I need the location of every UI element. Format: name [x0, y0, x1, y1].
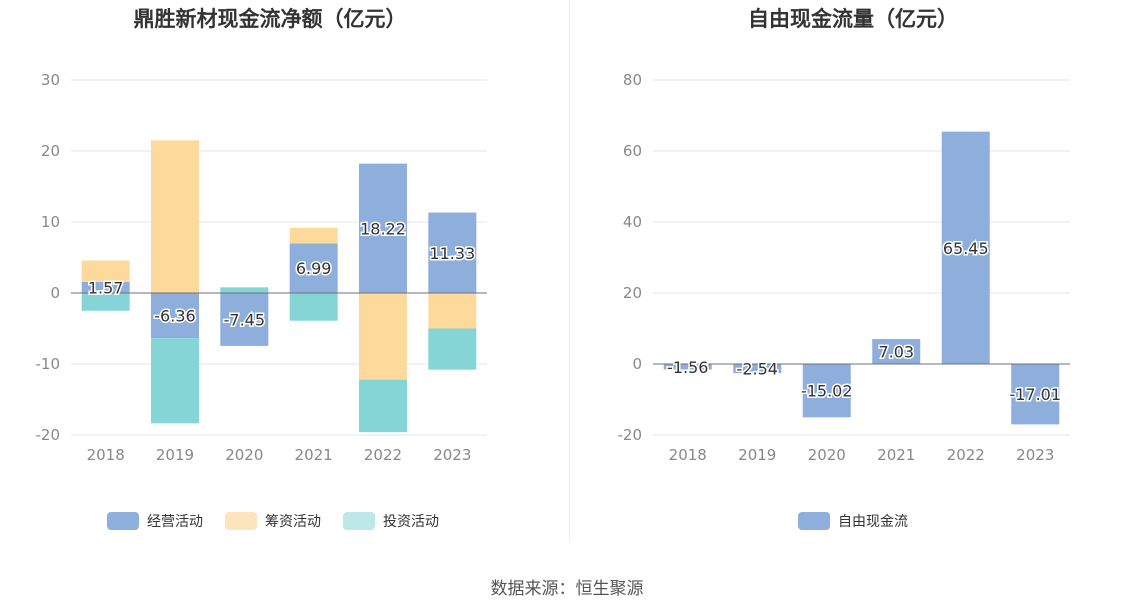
legend-swatch [798, 512, 830, 530]
y-tick-label: 10 [41, 213, 60, 231]
bar-筹资活动-2023 [428, 293, 477, 329]
y-tick-label: 20 [623, 284, 642, 302]
x-tick-label: 2021 [877, 446, 915, 464]
y-tick-label: 60 [623, 142, 642, 160]
y-tick-label: -20 [36, 426, 61, 444]
bar-value-label: -17.01 [1009, 385, 1061, 404]
x-tick-label: 2020 [225, 446, 263, 464]
bar-投资活动-2023 [428, 328, 477, 370]
bar-投资活动-2021 [289, 293, 338, 321]
bar-投资活动-2022 [358, 379, 407, 433]
bar-投资活动-2018 [81, 293, 130, 311]
bar-自由现金流-2022 [941, 131, 990, 364]
bar-筹资活动-2022 [358, 293, 407, 380]
bar-value-label: -2.54 [737, 360, 778, 379]
y-tick-label: 0 [632, 355, 642, 373]
legend-swatch [343, 512, 375, 530]
x-tick-label: 2019 [156, 446, 194, 464]
bar-经营活动-2022 [358, 163, 407, 293]
y-tick-label: -20 [618, 426, 643, 444]
bar-value-label: 11.33 [429, 244, 475, 263]
bar-经营活动-2020 [220, 293, 269, 346]
x-tick-label: 2023 [1016, 446, 1054, 464]
legend-swatch [107, 512, 139, 530]
bar-筹资活动-2021 [289, 227, 338, 244]
x-tick-label: 2022 [364, 446, 402, 464]
y-tick-label: 80 [623, 71, 642, 89]
bar-value-label: 18.22 [360, 219, 406, 238]
bar-value-label: 1.57 [88, 278, 124, 297]
bar-value-label: -1.56 [667, 358, 708, 377]
bar-经营活动-2019 [150, 293, 199, 339]
bar-value-label: -7.45 [224, 310, 265, 329]
bar-自由现金流-2019 [733, 364, 782, 374]
x-tick-label: 2020 [808, 446, 846, 464]
bar-自由现金流-2018 [663, 364, 712, 370]
legend-label: 筹资活动 [265, 513, 321, 530]
legend-label: 经营活动 [147, 514, 203, 530]
legend-label: 自由现金流 [838, 514, 908, 530]
x-tick-label: 2019 [738, 446, 776, 464]
bar-投资活动-2020 [220, 287, 269, 293]
bar-自由现金流-2021 [872, 339, 921, 364]
x-tick-label: 2018 [669, 446, 707, 464]
panel-divider [569, 0, 570, 542]
y-tick-label: 0 [50, 284, 60, 302]
bar-投资活动-2019 [150, 338, 199, 424]
bar-value-label: -15.02 [801, 382, 853, 401]
data-source: 数据来源：恒生聚源 [490, 579, 644, 599]
y-tick-label: 30 [41, 71, 60, 89]
legend-label: 投资活动 [383, 514, 439, 530]
x-tick-label: 2018 [87, 446, 125, 464]
bar-经营活动-2023 [428, 212, 477, 293]
bar-筹资活动-2018 [81, 260, 130, 282]
x-tick-label: 2021 [295, 446, 333, 464]
bar-value-label: 7.03 [878, 343, 914, 362]
chart-title: 鼎胜新材现金流净额（亿元） [134, 7, 407, 31]
bar-value-label: 6.99 [296, 259, 332, 278]
bar-value-label: 65.45 [943, 239, 989, 258]
bar-自由现金流-2020 [802, 364, 851, 418]
bar-value-label: -6.36 [154, 307, 195, 326]
x-tick-label: 2023 [433, 446, 471, 464]
x-tick-label: 2022 [947, 446, 985, 464]
bar-筹资活动-2019 [150, 140, 199, 293]
bar-经营活动-2021 [289, 243, 338, 293]
bar-自由现金流-2023 [1011, 364, 1060, 425]
legend-swatch [225, 512, 257, 530]
y-tick-label: 20 [41, 142, 60, 160]
chart-title: 自由现金流量（亿元） [748, 7, 958, 31]
y-tick-label: -10 [36, 355, 61, 373]
y-tick-label: 40 [623, 213, 642, 231]
bar-经营活动-2018 [81, 281, 130, 293]
